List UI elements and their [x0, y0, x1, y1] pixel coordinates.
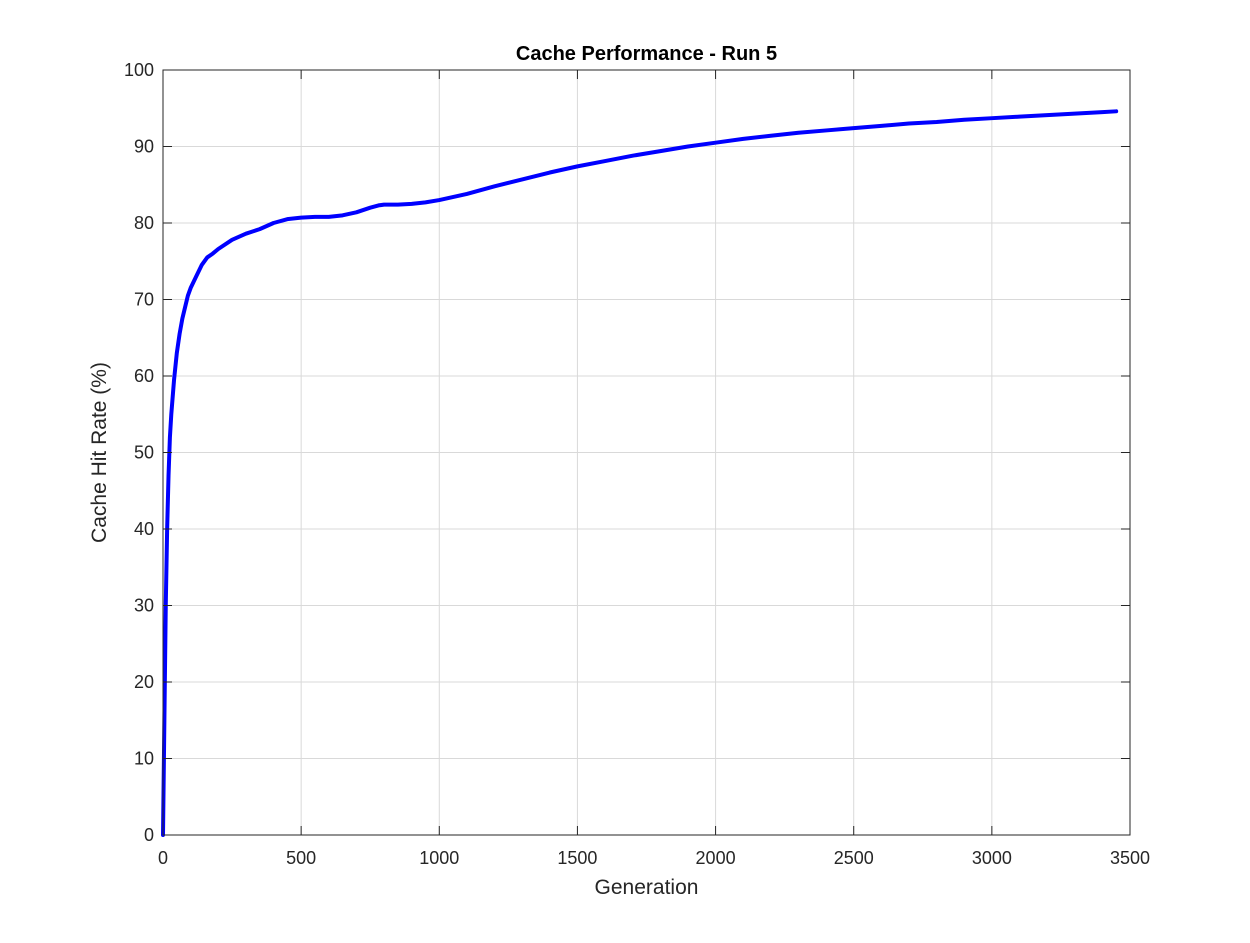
- chart-title: Cache Performance - Run 5: [516, 43, 777, 65]
- y-tick-label: 90: [134, 137, 154, 157]
- y-tick-label: 10: [134, 749, 154, 769]
- tick-labels: 0 500 1000 1500 2000 2500 3000 3500 0 10 20 30 40 50 6…: [124, 60, 1150, 868]
- x-tick-label: 0: [158, 848, 168, 868]
- y-tick-label: 70: [134, 290, 154, 310]
- y-tick-label: 20: [134, 672, 154, 692]
- x-tick-label: 1000: [419, 848, 459, 868]
- y-tick-label: 100: [124, 60, 154, 80]
- x-axis-label: Generation: [595, 876, 699, 899]
- x-tick-label: 3000: [972, 848, 1012, 868]
- y-tick-label: 30: [134, 596, 154, 616]
- x-tick-label: 3500: [1110, 848, 1150, 868]
- y-tick-label: 50: [134, 443, 154, 463]
- series-layer: [161, 109, 1119, 837]
- ticks: [162, 69, 1131, 836]
- y-tick-label: 80: [134, 213, 154, 233]
- x-tick-label: 500: [286, 848, 316, 868]
- y-tick-label: 0: [144, 825, 154, 845]
- grid: [163, 70, 1130, 835]
- series-line-1: [161, 109, 1119, 837]
- x-tick-label: 2000: [696, 848, 736, 868]
- x-tick-label: 1500: [557, 848, 597, 868]
- x-tick-label: 2500: [834, 848, 874, 868]
- y-axis-label: Cache Hit Rate (%): [88, 362, 111, 543]
- y-tick-label: 40: [134, 519, 154, 539]
- y-tick-label: 60: [134, 366, 154, 386]
